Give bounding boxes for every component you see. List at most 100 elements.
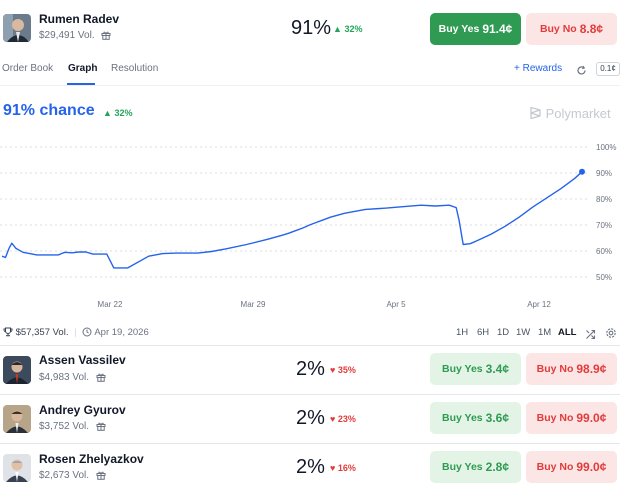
rewards-button[interactable]: + Rewards [514, 63, 562, 74]
chance-change: ▲ 32% [103, 108, 132, 118]
buy-no-price: 99.0¢ [576, 460, 607, 474]
buy-yes-button[interactable]: Buy Yes 2.8¢ [430, 451, 521, 483]
buy-yes-price: 91.4¢ [482, 22, 513, 36]
x-tick-label: Apr 12 [527, 300, 551, 309]
buy-yes-label: Buy Yes [441, 363, 483, 375]
range-1m[interactable]: 1M [538, 327, 552, 338]
y-tick-label: 50% [596, 273, 612, 282]
avatar [3, 14, 31, 42]
heart-down-icon: ♥ [330, 414, 336, 424]
buy-yes-label: Buy Yes [438, 23, 480, 35]
outcome-change: ▲ 32% [333, 24, 362, 34]
outcome-change: ♥ 23% [330, 414, 356, 424]
buy-no-button[interactable]: Buy No 99.0¢ [526, 402, 617, 434]
buy-yes-price: 2.8¢ [485, 460, 510, 474]
y-tick-label: 70% [596, 221, 612, 230]
range-1h[interactable]: 1H [456, 327, 469, 338]
price-chart[interactable]: 100% 90% 80% 70% 60% 50% Mar 22 Mar 29 Apr 5 Apr … [0, 135, 626, 315]
buy-no-label: Buy No [536, 461, 574, 473]
settings-gear-icon[interactable] [605, 326, 617, 338]
total-volume: $57,357 Vol. [15, 327, 69, 338]
buy-no-button[interactable]: Buy No 8.8¢ [526, 13, 617, 45]
outcome-change: ♥ 35% [330, 365, 356, 375]
volume-text: $29,491 Vol. [39, 30, 95, 41]
outcome-percent: 2% [296, 358, 325, 380]
list-item[interactable]: Andrey Gyurov $3,752 Vol. 2% ♥ 23% Buy Y… [0, 395, 626, 443]
heart-down-icon: ♥ [330, 463, 336, 473]
range-1d[interactable]: 1D [497, 327, 510, 338]
list-divider [0, 443, 620, 444]
volume-text: $3,752 Vol. [39, 421, 90, 432]
heart-down-icon: ♥ [330, 365, 336, 375]
chance-value: 91% chance [3, 102, 95, 119]
refresh-icon[interactable] [576, 63, 587, 75]
list-item[interactable]: Assen Vassilev $4,983 Vol. 2% ♥ 35% Buy … [0, 346, 626, 394]
polymarket-logo-icon [529, 106, 542, 123]
watermark-text: Polymarket [545, 106, 611, 121]
buy-no-button[interactable]: Buy No 98.9¢ [526, 353, 617, 385]
buy-yes-label: Buy Yes [441, 461, 483, 473]
change-value: 32% [344, 24, 363, 34]
change-value: 35% [337, 365, 356, 375]
gift-icon[interactable] [96, 372, 106, 385]
y-tick-label: 100% [596, 143, 616, 152]
watermark-logo: Polymarket [529, 106, 611, 123]
gift-icon[interactable] [96, 470, 106, 483]
clock-icon [82, 327, 92, 340]
volume-text: $2,673 Vol. [39, 470, 90, 481]
change-value: 16% [337, 463, 356, 473]
y-tick-label: 90% [596, 169, 612, 178]
list-divider [0, 394, 620, 395]
avatar [3, 454, 31, 482]
gift-icon[interactable] [96, 421, 106, 434]
buy-yes-button[interactable]: Buy Yes 3.6¢ [430, 402, 521, 434]
outcome-change: ♥ 16% [330, 463, 356, 473]
spread-badge[interactable]: 0.1¢ [596, 62, 620, 76]
outcome-name[interactable]: Assen Vassilev [39, 353, 126, 367]
triangle-up-icon: ▲ [103, 108, 112, 118]
trophy-icon [3, 327, 13, 340]
outcome-name[interactable]: Andrey Gyurov [39, 403, 126, 417]
swap-icon[interactable] [585, 327, 596, 340]
tab-resolution[interactable]: Resolution [111, 63, 159, 74]
buy-no-price: 98.9¢ [576, 362, 607, 376]
series-end-point [579, 168, 585, 175]
range-1w[interactable]: 1W [516, 327, 531, 338]
range-all[interactable]: ALL [558, 327, 577, 338]
outcome-name[interactable]: Rosen Zhelyazkov [39, 452, 144, 466]
outcome-volume: $2,673 Vol. [39, 470, 106, 483]
buy-no-price: 8.8¢ [579, 22, 604, 36]
outcome-name[interactable]: Rumen Radev [39, 12, 120, 26]
buy-no-button[interactable]: Buy No 99.0¢ [526, 451, 617, 483]
gift-icon[interactable] [101, 30, 111, 43]
series-line [1, 171, 583, 269]
outcome-percent: 2% [296, 407, 325, 429]
buy-yes-price: 3.4¢ [485, 362, 510, 376]
outcome-volume: $4,983 Vol. [39, 372, 106, 385]
buy-no-label: Buy No [536, 412, 574, 424]
tab-order-book[interactable]: Order Book [2, 63, 54, 74]
buy-yes-price: 3.6¢ [485, 411, 510, 425]
triangle-up-icon: ▲ [333, 24, 342, 34]
volume-text: $4,983 Vol. [39, 372, 90, 383]
list-item[interactable]: Rosen Zhelyazkov $2,673 Vol. 2% ♥ 16% Bu… [0, 444, 626, 492]
outcome-volume: $3,752 Vol. [39, 421, 106, 434]
tabs-divider [0, 85, 620, 86]
list-divider [0, 345, 620, 346]
buy-yes-button[interactable]: Buy Yes 3.4¢ [430, 353, 521, 385]
rewards-label: Rewards [522, 63, 563, 74]
avatar [3, 356, 31, 384]
end-date: Apr 19, 2026 [94, 327, 149, 338]
outcome-percent: 91% [291, 17, 332, 39]
plus-icon: + [514, 63, 520, 74]
x-tick-label: Mar 29 [241, 300, 266, 309]
y-tick-label: 60% [596, 247, 612, 256]
buy-yes-label: Buy Yes [441, 412, 483, 424]
outcome-percent: 2% [296, 456, 325, 478]
chart-footer: $57,357 Vol. | Apr 19, 2026 [3, 327, 149, 340]
x-tick-label: Apr 5 [386, 300, 406, 309]
buy-yes-button[interactable]: Buy Yes 91.4¢ [430, 13, 521, 45]
tab-graph[interactable]: Graph [68, 63, 98, 74]
range-6h[interactable]: 6H [477, 327, 490, 338]
chance-change-value: 32% [114, 108, 133, 118]
